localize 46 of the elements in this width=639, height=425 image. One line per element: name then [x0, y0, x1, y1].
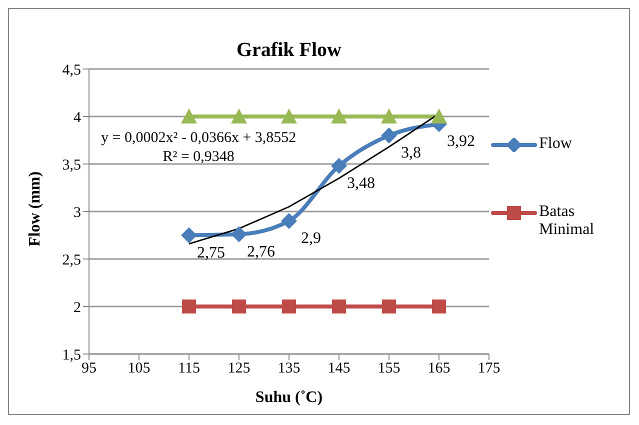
legend-label: Flow — [539, 134, 573, 152]
point — [232, 300, 246, 314]
annotation: y = 0,0002x² - 0,0366x + 3,8552 — [101, 129, 296, 148]
y-tick-label: 4,5 — [62, 62, 81, 78]
y-tick-label: 3,5 — [62, 157, 81, 174]
point — [331, 108, 347, 124]
point — [332, 300, 346, 314]
data-label: 2,76 — [247, 243, 275, 260]
data-label: 3,92 — [447, 133, 475, 150]
x-tick-label: 135 — [278, 360, 300, 377]
point — [331, 158, 347, 174]
x-tick-label: 175 — [478, 360, 500, 377]
y-tick-label: 2 — [74, 300, 81, 316]
x-tick-label: 105 — [128, 360, 150, 377]
x-axis-title: Suhu (˚C) — [255, 389, 323, 406]
annotation: R² = 0,9348 — [162, 148, 236, 167]
y-tick-label: 3 — [74, 204, 81, 221]
point — [281, 108, 297, 124]
x-tick-label: 95 — [82, 360, 96, 377]
point — [381, 108, 397, 124]
legend-label: Batas Minimal — [539, 202, 596, 238]
chart-title: Grafik Flow — [236, 39, 342, 62]
data-label: 2,75 — [197, 244, 225, 262]
point — [181, 227, 197, 244]
y-tick-label: 4 — [74, 110, 82, 126]
y-tick-label: 1,5 — [62, 347, 81, 364]
x-tick-label: 165 — [428, 360, 450, 377]
point — [231, 108, 247, 124]
point — [281, 213, 297, 229]
data-label: 3,48 — [347, 174, 375, 192]
point — [282, 300, 296, 314]
y-tick-label: 2,5 — [62, 252, 81, 268]
x-tick-label: 155 — [378, 360, 400, 377]
point — [431, 108, 447, 124]
point — [381, 128, 397, 144]
y-axis-title: Flow (mm) — [26, 171, 44, 246]
point — [231, 226, 247, 242]
data-label: 3,8 — [401, 144, 421, 162]
point — [181, 108, 197, 124]
x-tick-label: 115 — [178, 360, 200, 377]
point — [432, 300, 446, 314]
x-tick-label: 145 — [328, 360, 350, 377]
data-label: 2,9 — [301, 230, 321, 247]
point — [382, 300, 396, 314]
x-tick-label: 125 — [228, 360, 250, 377]
point — [182, 300, 196, 314]
